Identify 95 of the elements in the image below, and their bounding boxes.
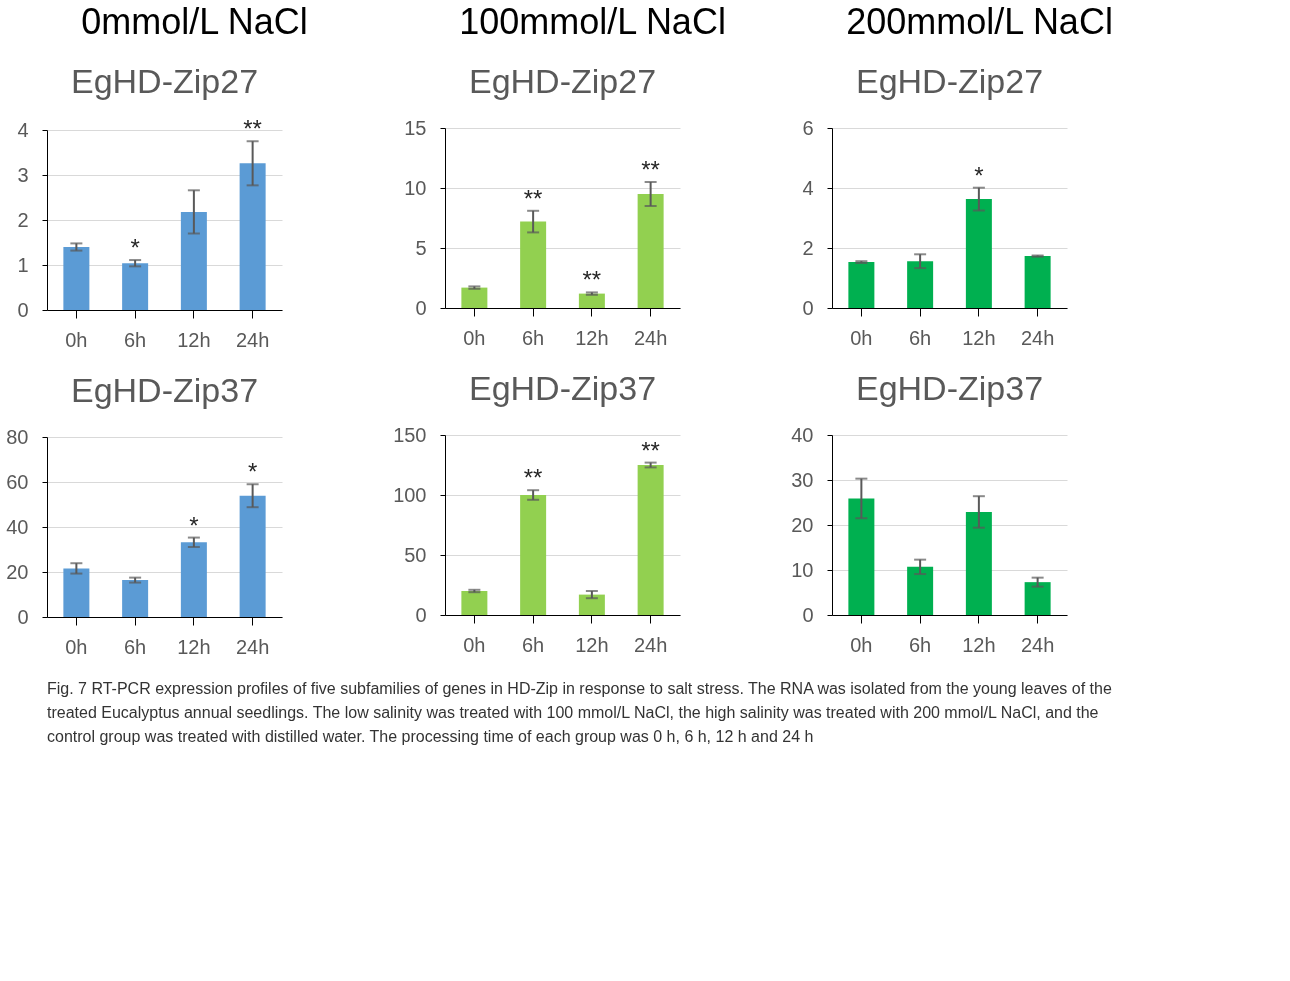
bar: [1024, 256, 1051, 308]
bar: [122, 580, 149, 617]
chart-title: EgHD-Zip27: [855, 62, 1044, 100]
chart-title: EgHD-Zip37: [468, 369, 657, 407]
data-label: *: [247, 458, 258, 486]
data-label: *: [189, 511, 199, 539]
bar: [63, 568, 90, 617]
y-tick-label: 6: [802, 116, 814, 139]
x-tick-label: 6h: [124, 328, 147, 351]
x-tick-label: 0h: [463, 326, 486, 349]
x-tick-label: 0h: [850, 326, 873, 349]
y-tick-label: 0: [415, 603, 427, 626]
y-tick-label: 30: [791, 468, 814, 491]
x-tick-label: 6h: [124, 635, 147, 658]
y-tick-label: 100: [393, 483, 427, 506]
data-label: **: [523, 464, 543, 492]
bar: [520, 221, 547, 308]
bar: [637, 465, 664, 615]
text: 0mmol/L NaCl: [81, 1, 308, 42]
bar: [180, 542, 207, 617]
x-tick-label: 24h: [633, 326, 668, 349]
text: 100mmol/L NaCl: [459, 1, 726, 42]
y-tick-label: 0: [17, 298, 29, 321]
bar: [122, 263, 149, 310]
y-tick-label: 10: [791, 558, 814, 581]
bar: [965, 199, 992, 308]
bar: [907, 566, 934, 615]
x-tick-label: 24h: [1020, 326, 1055, 349]
data-label: **: [641, 436, 660, 464]
x-tick-label: 6h: [522, 326, 545, 349]
y-tick-label: 1: [17, 253, 29, 276]
chart-title: EgHD-Zip27: [70, 62, 259, 101]
y-tick-label: 0: [802, 296, 814, 319]
data-label: *: [974, 161, 984, 189]
x-tick-label: 12h: [962, 633, 996, 656]
y-tick-label: 0: [802, 603, 814, 626]
bar: [461, 591, 488, 615]
x-tick-label: 12h: [177, 328, 211, 351]
x-tick-label: 24h: [633, 633, 668, 656]
y-tick-label: 3: [17, 163, 29, 186]
y-tick-label: 40: [6, 515, 29, 538]
x-tick-label: 6h: [909, 633, 932, 656]
y-tick-label: 0: [415, 296, 427, 319]
bar: [848, 262, 875, 308]
y-tick-label: 20: [791, 513, 814, 536]
bar: [965, 511, 992, 615]
bar: [180, 211, 207, 310]
text: 200mmol/L NaCl: [846, 1, 1113, 42]
chart-title: EgHD-Zip37: [70, 371, 259, 409]
bar: [461, 287, 488, 308]
x-tick-label: 12h: [177, 635, 211, 658]
x-tick-label: 12h: [962, 326, 996, 349]
bar: [848, 498, 875, 615]
bar: [1024, 582, 1051, 615]
y-tick-label: 4: [802, 176, 814, 199]
x-tick-label: 0h: [65, 635, 88, 658]
y-tick-label: 10: [404, 176, 427, 199]
data-label: **: [582, 266, 602, 294]
bar: [907, 261, 934, 308]
y-tick-label: 15: [404, 116, 427, 139]
x-tick-label: 0h: [850, 633, 873, 656]
y-tick-label: 40: [791, 423, 814, 446]
chart-title: EgHD-Zip37: [855, 369, 1044, 407]
bar: [578, 293, 605, 308]
x-tick-label: 0h: [463, 633, 486, 656]
bar: [637, 194, 664, 308]
y-tick-label: 2: [802, 236, 814, 259]
data-label: **: [523, 184, 543, 212]
data-label: **: [641, 156, 660, 183]
chart-title: EgHD-Zip27: [468, 62, 657, 100]
y-tick-label: 4: [17, 118, 29, 141]
y-tick-label: 50: [404, 543, 427, 566]
x-tick-label: 0h: [65, 328, 88, 351]
bar: [239, 163, 266, 310]
bar: [239, 495, 266, 617]
y-tick-label: 80: [6, 425, 29, 448]
bar: [520, 495, 547, 615]
y-tick-label: 5: [415, 236, 427, 259]
bar: [63, 247, 90, 310]
x-tick-label: 24h: [235, 328, 270, 351]
y-tick-label: 20: [6, 560, 29, 583]
x-tick-label: 24h: [1020, 633, 1055, 656]
x-tick-label: 6h: [522, 633, 545, 656]
y-tick-label: 2: [17, 208, 29, 231]
y-tick-label: 0: [17, 605, 29, 628]
y-tick-label: 60: [6, 470, 29, 493]
x-tick-label: 6h: [909, 326, 932, 349]
caption: Fig. 7 RT-PCR expression profiles of five subfamilies of genes in HD-Zip in response to salt stress. The RNA was isolated from the young leaves of the treated Eucalyptus annual seedlings. The low salinity was treated with 100 mmol/L NaCl, the high salinity was treated with 200 mmol/L NaCl, and the control group was treated with distilled water. The processing time of each group was 0 h, 6 h, 12 h and 24 h: [47, 680, 1112, 745]
data-label: *: [130, 234, 140, 262]
x-tick-label: 24h: [235, 635, 270, 658]
x-tick-label: 12h: [575, 633, 609, 656]
bar: [578, 594, 605, 615]
y-tick-label: 150: [393, 423, 427, 446]
data-label: **: [243, 115, 262, 143]
x-tick-label: 12h: [575, 326, 609, 349]
